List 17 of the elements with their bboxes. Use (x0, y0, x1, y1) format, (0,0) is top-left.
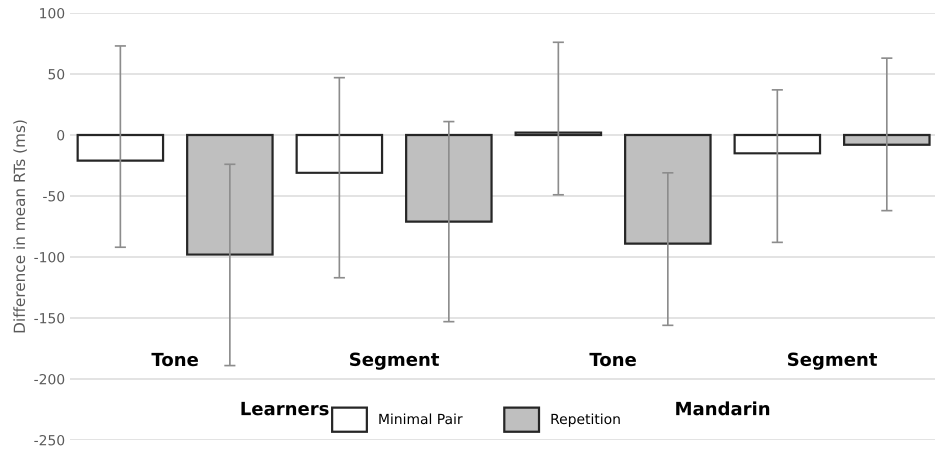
annotation: Learners (241, 402, 329, 416)
y-tick-label: -250 (34, 434, 64, 446)
legend-label: Repetition (551, 413, 620, 427)
x-tick-label: Tone (151, 352, 198, 366)
y-tick-label: 0 (57, 130, 64, 140)
y-tick-label: 100 (40, 8, 64, 18)
annotation: Mandarin (676, 401, 770, 416)
x-tick-label: Segment (788, 352, 878, 370)
x-tick-label: Tone (589, 352, 636, 366)
y-tick-label: 50 (48, 68, 64, 80)
y-tick-label: -50 (43, 190, 64, 202)
y-tick-label: -200 (34, 374, 64, 384)
y-tick-label: -100 (34, 252, 64, 262)
legend-label: Minimal Pair (379, 413, 463, 424)
y-axis-title: Difference in mean RTs (ms) (13, 120, 27, 332)
y-tick-label: -150 (34, 312, 64, 324)
x-tick-label: Segment (350, 352, 440, 370)
